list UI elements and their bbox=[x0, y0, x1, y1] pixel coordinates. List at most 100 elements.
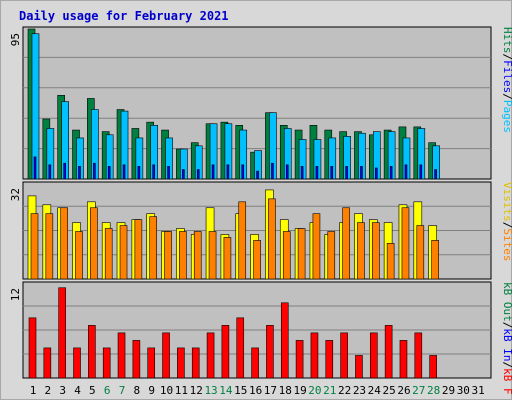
bar-sites-day-16 bbox=[253, 240, 261, 280]
bar-sites-day-22 bbox=[342, 207, 350, 280]
bar-kb-f-day-20 bbox=[310, 332, 319, 379]
bar-kb-f-day-18 bbox=[280, 302, 289, 379]
x-tick-label: 3 bbox=[59, 384, 66, 397]
bar-sites-day-14 bbox=[223, 237, 232, 280]
legend-item: Hits bbox=[501, 27, 512, 54]
x-tick-label: 26 bbox=[397, 384, 410, 397]
bar-sites-day-10 bbox=[164, 231, 172, 280]
legend-item: kB Out bbox=[501, 282, 512, 322]
bar-sites-day-25 bbox=[386, 243, 395, 280]
bar-pages-day-24 bbox=[374, 167, 378, 180]
y-max-label: 32 bbox=[9, 188, 22, 201]
bar-sites-day-23 bbox=[357, 222, 365, 280]
x-tick-label: 21 bbox=[323, 384, 336, 397]
legend-middle: Visits/Sites bbox=[501, 182, 512, 262]
x-tick-label: 17 bbox=[264, 384, 277, 397]
bar-pages-day-10 bbox=[167, 166, 170, 180]
y-max-label: 12 bbox=[9, 288, 22, 301]
bar-kb-f-day-24 bbox=[369, 332, 378, 379]
x-tick-label: 19 bbox=[293, 384, 306, 397]
bar-pages-day-19 bbox=[300, 166, 304, 180]
bar-kb-f-day-12 bbox=[191, 347, 200, 379]
bar-pages-day-28 bbox=[434, 169, 437, 180]
bar-pages-day-6 bbox=[107, 166, 111, 180]
bar-sites-day-18 bbox=[282, 231, 291, 280]
bar-pages-day-5 bbox=[93, 162, 96, 180]
bar-sites-day-6 bbox=[104, 228, 113, 280]
bar-pages-day-8 bbox=[137, 166, 141, 180]
bar-kb-f-day-7 bbox=[117, 332, 126, 379]
bar-kb-f-day-11 bbox=[177, 347, 185, 379]
bar-pages-day-23 bbox=[360, 166, 363, 180]
bar-kb-f-day-22 bbox=[340, 332, 348, 379]
x-tick-label: 4 bbox=[74, 384, 81, 397]
bar-kb-f-day-4 bbox=[73, 347, 81, 379]
x-tick-label: 23 bbox=[353, 384, 366, 397]
x-tick-label: 20 bbox=[308, 384, 321, 397]
x-tick-label: 30 bbox=[457, 384, 470, 397]
bar-pages-day-2 bbox=[48, 164, 52, 180]
x-tick-label: 25 bbox=[383, 384, 396, 397]
bar-sites-day-17 bbox=[268, 198, 276, 280]
bar-pages-day-3 bbox=[63, 162, 66, 180]
x-tick-label: 14 bbox=[219, 384, 233, 397]
bar-sites-day-2 bbox=[45, 213, 54, 280]
bar-pages-day-21 bbox=[330, 166, 334, 180]
bar-sites-day-15 bbox=[238, 201, 247, 280]
bar-pages-day-26 bbox=[404, 164, 408, 180]
bar-pages-day-12 bbox=[196, 169, 200, 180]
legend-item: Pages bbox=[501, 100, 512, 133]
bar-pages-day-25 bbox=[389, 166, 393, 180]
legend-item: kB In bbox=[501, 328, 512, 361]
bar-pages-day-13 bbox=[211, 164, 215, 180]
panel-middle: 32 Visits/Sites bbox=[9, 181, 512, 280]
bar-sites-day-12 bbox=[193, 231, 202, 280]
x-tick-label: 16 bbox=[249, 384, 262, 397]
x-tick-label: 9 bbox=[148, 384, 155, 397]
bar-sites-day-5 bbox=[90, 207, 98, 280]
x-tick-label: 18 bbox=[279, 384, 292, 397]
bar-sites-day-1 bbox=[30, 213, 39, 280]
x-tick-label: 15 bbox=[234, 384, 247, 397]
x-tick-label: 1 bbox=[30, 384, 37, 397]
x-tick-label: 11 bbox=[175, 384, 188, 397]
bar-sites-day-28 bbox=[431, 240, 439, 280]
x-tick-label: 28 bbox=[427, 384, 440, 397]
chart-title: Daily usage for February 2021 bbox=[19, 9, 229, 23]
legend-item: Visits bbox=[501, 182, 512, 222]
x-tick-label: 29 bbox=[442, 384, 455, 397]
bar-pages-day-16 bbox=[256, 170, 259, 180]
x-tick-label: 13 bbox=[204, 384, 217, 397]
x-tick-label: 10 bbox=[160, 384, 173, 397]
legend-separator: / bbox=[501, 362, 512, 369]
bar-kb-f-day-19 bbox=[295, 340, 304, 379]
x-tick-label: 22 bbox=[338, 384, 351, 397]
bar-pages-day-27 bbox=[419, 164, 423, 180]
legend-separator: / bbox=[501, 54, 512, 61]
bar-sites-day-7 bbox=[119, 225, 128, 280]
bar-pages-day-17 bbox=[271, 162, 274, 180]
x-tick-label: 27 bbox=[412, 384, 425, 397]
bar-kb-f-day-16 bbox=[251, 347, 259, 379]
x-tick-label: 31 bbox=[472, 384, 485, 397]
legend-item: Sites bbox=[501, 228, 512, 261]
bar-kb-f-day-26 bbox=[399, 340, 408, 379]
bar-kb-f-day-6 bbox=[102, 347, 111, 379]
bar-kb-f-day-9 bbox=[147, 347, 156, 379]
bar-kb-f-day-25 bbox=[384, 325, 393, 379]
legend-separator: / bbox=[501, 322, 512, 329]
x-tick-label: 8 bbox=[134, 384, 141, 397]
bar-pages-day-9 bbox=[152, 164, 156, 180]
bar-kb-f-day-2 bbox=[43, 347, 52, 379]
bar-pages-day-18 bbox=[285, 164, 289, 180]
bar-kb-f-day-3 bbox=[58, 287, 66, 379]
bar-kb-f-day-8 bbox=[132, 340, 141, 379]
legend-item: Files bbox=[501, 60, 512, 93]
bar-sites-day-13 bbox=[208, 231, 217, 280]
x-tick-label: 24 bbox=[368, 384, 382, 397]
bar-sites-day-21 bbox=[327, 231, 336, 280]
x-tick-label: 5 bbox=[89, 384, 96, 397]
